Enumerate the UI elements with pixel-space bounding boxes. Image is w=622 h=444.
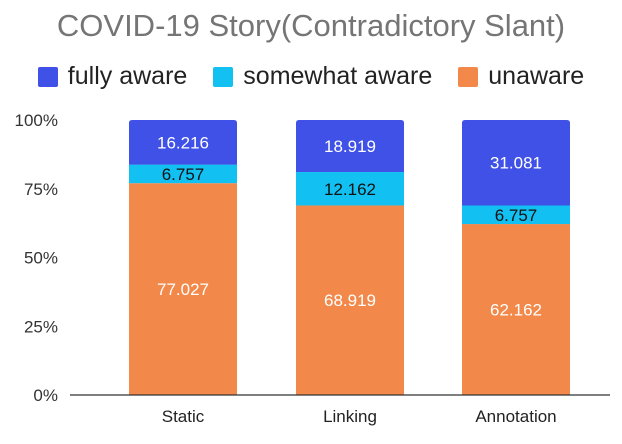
y-tick-label: 75% — [24, 180, 58, 199]
legend: fully aware somewhat aware unaware — [0, 62, 622, 91]
bar-segment — [129, 164, 237, 184]
data-label: 31.081 — [490, 154, 542, 173]
legend-label: somewhat aware — [243, 62, 433, 90]
data-label: 6.757 — [162, 165, 205, 184]
bar-segment — [129, 183, 237, 395]
legend-swatch — [213, 66, 234, 87]
bar-segment — [296, 205, 404, 395]
data-label: 6.757 — [495, 206, 538, 225]
data-label: 16.216 — [157, 133, 209, 152]
legend-label: fully aware — [67, 62, 188, 90]
legend-swatch — [458, 66, 479, 87]
x-tick-label: Annotation — [475, 407, 556, 426]
y-tick-label: 100% — [15, 111, 58, 130]
chart-title: COVID-19 Story(Contradictory Slant) — [56, 8, 566, 43]
x-tick-label: Linking — [323, 407, 377, 426]
data-label: 12.162 — [324, 180, 376, 199]
legend-swatch — [37, 66, 58, 87]
x-tick-label: Static — [162, 407, 205, 426]
bar-segment — [129, 120, 237, 165]
bar-segment — [462, 205, 570, 225]
data-label: 68.919 — [324, 291, 376, 310]
y-tick-label: 0% — [33, 386, 58, 405]
bar-segment — [462, 224, 570, 395]
y-tick-label: 50% — [24, 249, 58, 268]
data-label: 77.027 — [157, 280, 209, 299]
data-label: 18.919 — [324, 137, 376, 156]
legend-item: somewhat aware — [213, 62, 432, 91]
data-label: 62.162 — [490, 301, 542, 320]
y-tick-label: 25% — [24, 317, 58, 336]
bar-segment — [296, 120, 404, 173]
bar-segment — [462, 120, 570, 206]
legend-item: fully aware — [37, 62, 188, 91]
legend-item: unaware — [458, 62, 584, 91]
bar-segment — [296, 172, 404, 206]
legend-label: unaware — [488, 62, 585, 90]
